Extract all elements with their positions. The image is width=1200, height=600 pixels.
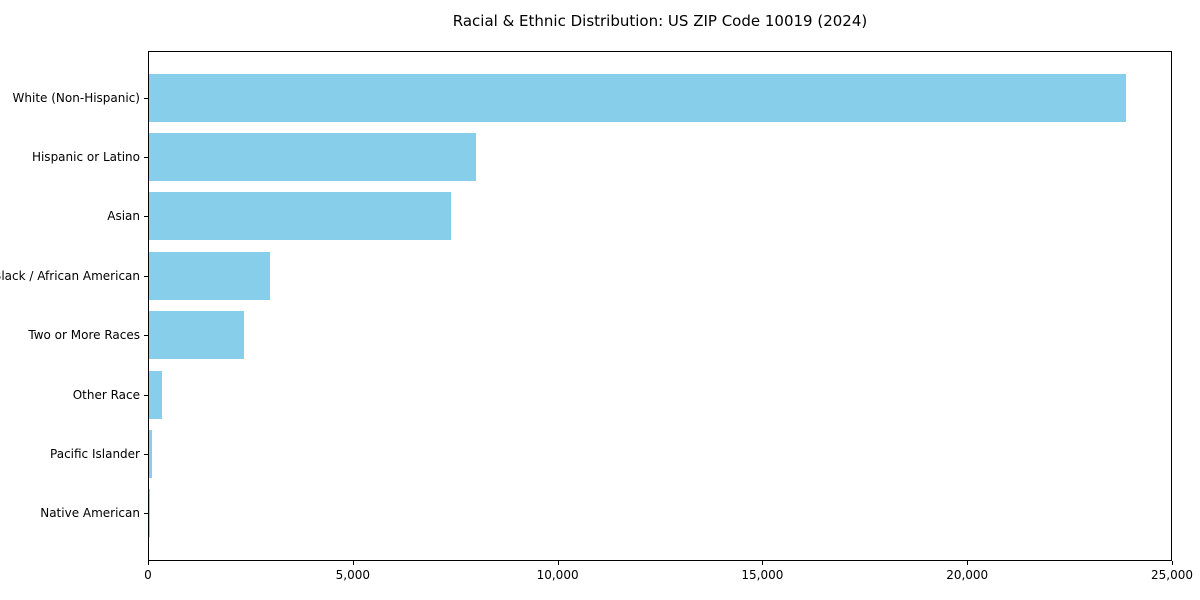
x-tick-label: 20,000 bbox=[946, 568, 989, 582]
bar-row: Hispanic or Latino bbox=[32, 127, 1171, 186]
y-tick-label: Two or More Races bbox=[28, 328, 140, 343]
bar-row: Black / African American bbox=[0, 246, 1171, 305]
chart-title: Racial & Ethnic Distribution: US ZIP Cod… bbox=[452, 12, 868, 30]
y-tick-label: White (Non-Hispanic) bbox=[12, 90, 140, 105]
bar bbox=[149, 429, 153, 478]
bar bbox=[149, 370, 163, 419]
y-tick-mark bbox=[144, 275, 148, 277]
bar bbox=[149, 251, 270, 300]
bar-row: Asian bbox=[107, 187, 1171, 246]
x-axis: 0 5,000 10,000 15,000 20,000 25,000 bbox=[144, 561, 1193, 591]
x-tick-mark bbox=[967, 561, 969, 565]
bar-row: White (Non-Hispanic) bbox=[13, 68, 1171, 127]
y-tick-label: Other Race bbox=[72, 387, 140, 402]
x-tick-mark bbox=[557, 561, 559, 565]
y-tick-mark bbox=[144, 453, 148, 455]
x-tick-mark bbox=[148, 561, 149, 565]
y-tick-mark bbox=[144, 157, 148, 159]
x-tick-label: 0 bbox=[144, 568, 152, 582]
x-tick-label: 5,000 bbox=[335, 568, 370, 582]
bar bbox=[149, 311, 245, 360]
y-tick-mark bbox=[144, 216, 148, 218]
y-tick-mark bbox=[144, 335, 148, 337]
y-tick-label: Black / African American bbox=[0, 268, 140, 283]
bar bbox=[149, 73, 1127, 122]
x-tick-label: 25,000 bbox=[1151, 568, 1193, 582]
bar-row: Native American bbox=[40, 484, 1171, 543]
y-tick-label: Pacific Islander bbox=[50, 446, 140, 461]
x-tick-mark bbox=[352, 561, 354, 565]
y-tick-mark bbox=[144, 513, 148, 515]
x-tick-mark bbox=[1172, 561, 1173, 565]
plot-area: White (Non-Hispanic) Hispanic or Latino As… bbox=[0, 51, 1172, 561]
x-tick-label: 15,000 bbox=[741, 568, 784, 582]
y-tick-label: Native American bbox=[40, 506, 140, 521]
bar bbox=[149, 192, 451, 241]
bar-rows-container: White (Non-Hispanic) Hispanic or Latino As… bbox=[0, 52, 1171, 560]
y-tick-mark bbox=[144, 394, 148, 396]
x-tick-label: 10,000 bbox=[536, 568, 579, 582]
bar-row: Two or More Races bbox=[28, 306, 1171, 365]
bar-row: Pacific Islander bbox=[50, 424, 1171, 483]
y-tick-label: Hispanic or Latino bbox=[31, 150, 140, 165]
y-tick-mark bbox=[144, 97, 148, 99]
x-tick-mark bbox=[762, 561, 764, 565]
bar-row: Other Race bbox=[73, 365, 1171, 424]
y-tick-label: Asian bbox=[107, 209, 140, 224]
bar bbox=[149, 133, 477, 182]
